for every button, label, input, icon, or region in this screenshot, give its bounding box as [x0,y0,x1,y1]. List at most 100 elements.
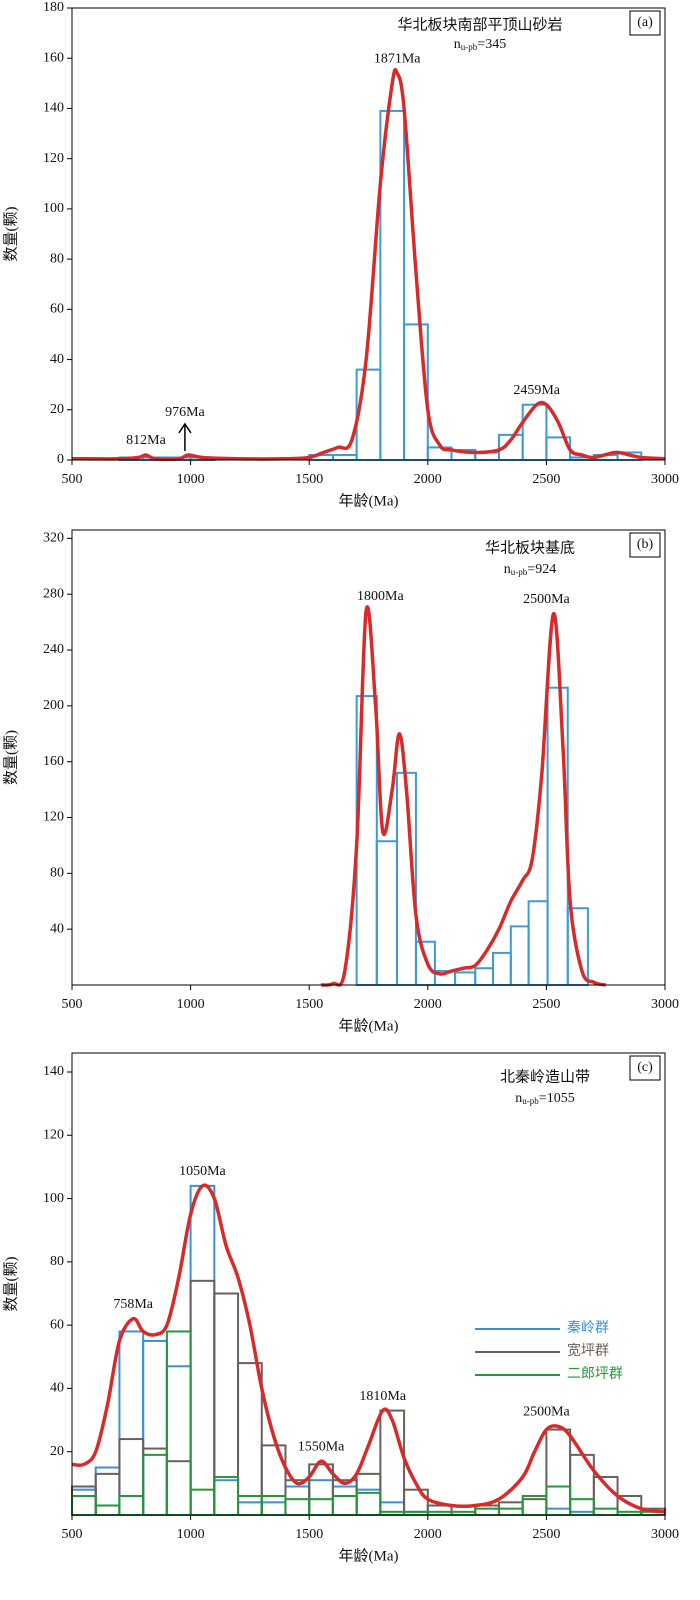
histogram-bar [71,1488,97,1517]
y-tick-label: 160 [43,50,64,65]
y-tick-label: 320 [43,531,64,546]
histogram-bar [308,1498,334,1517]
x-axis-label: 年龄(Ma) [339,492,399,509]
histogram-bar [527,900,549,987]
sample-size-symbol: n [454,37,461,52]
peak-label: 812Ma [126,433,166,448]
x-tick-label: 2000 [414,1527,442,1542]
peak-arrow-head [178,422,192,434]
peak-label: 1050Ma [179,1164,226,1179]
x-tick-label: 1000 [177,1527,205,1542]
histogram-bar [521,1498,548,1517]
histogram-bar [474,1507,500,1517]
peak-label: 2459Ma [513,383,560,398]
sample-size: nu-pb=1055 [515,1091,574,1106]
histogram-bar [426,1504,453,1516]
histogram-bar [379,1409,406,1516]
histogram-bar [260,1501,287,1516]
y-tick-label: 140 [43,1064,64,1079]
histogram-bar [474,1504,500,1516]
y-tick-label: 120 [43,1127,64,1142]
panel-label-box [629,532,661,558]
x-tick-label: 1500 [295,1527,323,1542]
x-axis-label: 年龄(Ma) [339,1547,399,1564]
chart-panel: 0 20 40 60 80 100 120 140 160 180 500 1000 1500 2000 2… [2,0,679,509]
chart-panel: 20 40 60 80 100 120 140 500 1000 1500 2000 2500 3000… [2,1052,679,1564]
panel-title: 华北板块南部平顶山砂岩 [397,15,562,33]
x-axis-label: 年龄(Ma) [339,1017,399,1034]
panel-label-box [629,10,661,36]
x-tick-label: 1000 [177,997,205,1012]
plot-frame [71,1052,666,1516]
histogram-bar [71,1495,97,1516]
panel-title: 北秦岭造山带 [500,1068,590,1085]
sample-size-symbol: n [515,1091,522,1106]
x-tick-label: 2500 [532,472,560,487]
y-tick-label: 280 [43,586,64,601]
y-tick-label: 20 [50,402,64,417]
sample-size-value: =345 [477,37,506,52]
y-tick-label: 200 [43,698,64,713]
density-curve [71,1183,666,1514]
histogram-bar [94,1504,121,1516]
legend-label: 二郎坪群 [567,1366,623,1382]
plot-frame [71,7,666,461]
histogram-bar [379,1501,406,1516]
y-tick-label: 40 [50,352,64,367]
histogram-bar [260,1495,287,1516]
peak-label: 758Ma [113,1297,153,1312]
histogram-bar [142,1453,168,1516]
x-tick-label: 2500 [532,997,560,1012]
histogram-bar [118,1330,145,1516]
histogram-bar [237,1362,263,1517]
panel-label: (a) [637,15,653,30]
histogram-bar [189,1184,216,1516]
x-tick-label: 500 [62,1527,83,1542]
x-tick-label: 500 [62,472,83,487]
histogram-bar [331,1479,358,1516]
y-tick-label: 180 [43,0,64,15]
sample-size-subscript: u-pb [461,42,478,52]
y-tick-label: 120 [43,151,64,166]
histogram-bar [284,1485,311,1516]
y-tick-label: 100 [43,1191,64,1206]
sample-size-value: =1055 [539,1091,575,1106]
sample-size: nu-pb=924 [504,562,556,577]
peak-label: 1800Ma [357,589,404,604]
x-tick-label: 3000 [651,997,679,1012]
density-curve [71,68,666,461]
x-tick-label: 1500 [295,997,323,1012]
histogram-bar [142,1447,168,1517]
y-axis-label: 数量(颗) [2,207,19,262]
sample-size-subscript: u-pb [522,1096,539,1106]
chart-panel: 40 80 120 160 200 240 280 320 500 1000 1500 2000 250… [2,529,679,1034]
histogram-bar [213,1476,240,1516]
y-tick-label: 80 [50,1254,64,1269]
histogram-bar [545,1428,572,1516]
y-tick-label: 100 [43,201,64,216]
histogram-bar [509,925,530,987]
x-tick-label: 3000 [651,1527,679,1542]
density-curve [320,605,607,987]
histogram-bar [165,1365,192,1516]
y-tick-label: 40 [50,1381,64,1396]
sample-size: nu-pb=345 [454,37,506,52]
histogram-bar [414,940,436,987]
histogram-bar [165,1460,192,1516]
sample-size-value: =924 [527,562,556,577]
histogram-bar [189,1279,216,1516]
x-tick-label: 1000 [177,472,205,487]
histogram-bar [237,1501,263,1516]
histogram-bar [118,1495,145,1516]
histogram-bar [213,1479,240,1516]
histogram-bar [189,1488,216,1517]
y-tick-label: 160 [43,754,64,769]
y-tick-label: 240 [43,642,64,657]
y-axis-label: 数量(颗) [2,1257,19,1312]
y-tick-label: 60 [50,1317,64,1332]
panel-label: (c) [637,1060,653,1075]
histogram-bar [355,1491,382,1517]
panel-label-box [629,1055,661,1081]
y-tick-label: 60 [50,302,64,317]
